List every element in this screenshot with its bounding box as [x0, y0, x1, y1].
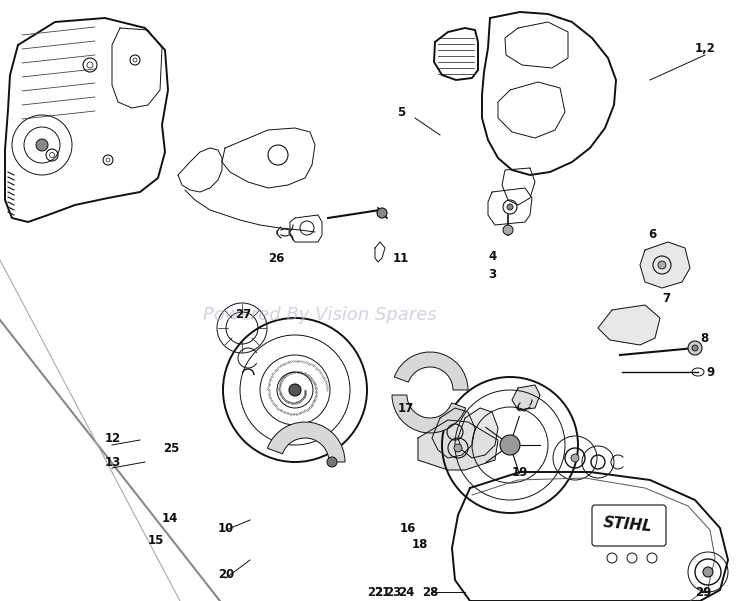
Circle shape	[500, 435, 520, 455]
Text: 19: 19	[512, 466, 528, 478]
Text: 16: 16	[400, 522, 416, 534]
Polygon shape	[432, 408, 475, 458]
Text: 25: 25	[163, 442, 179, 454]
Text: 14: 14	[162, 511, 178, 525]
Text: 20: 20	[218, 569, 234, 582]
Text: 21: 21	[374, 585, 390, 599]
Circle shape	[658, 261, 666, 269]
Text: 9: 9	[706, 365, 714, 379]
Text: 28: 28	[422, 585, 438, 599]
Text: STIHL: STIHL	[603, 516, 653, 535]
Circle shape	[503, 225, 513, 235]
Circle shape	[507, 204, 513, 210]
Text: Powered By Vision Spares: Powered By Vision Spares	[203, 306, 436, 324]
Polygon shape	[640, 242, 690, 288]
Text: 18: 18	[412, 538, 428, 552]
Circle shape	[703, 567, 713, 577]
Text: 15: 15	[148, 534, 164, 546]
Circle shape	[692, 345, 698, 351]
Circle shape	[377, 208, 387, 218]
Circle shape	[688, 341, 702, 355]
Text: 10: 10	[218, 522, 234, 534]
Text: 7: 7	[662, 291, 670, 305]
Text: 11: 11	[393, 251, 410, 264]
Text: 23: 23	[385, 585, 401, 599]
Circle shape	[289, 384, 301, 396]
Text: 26: 26	[268, 251, 284, 264]
Text: 5: 5	[397, 106, 405, 118]
Polygon shape	[418, 420, 498, 470]
Circle shape	[454, 444, 462, 452]
Text: 29: 29	[695, 585, 711, 599]
Text: 22: 22	[367, 585, 383, 599]
Circle shape	[571, 454, 579, 462]
Text: 8: 8	[700, 332, 708, 344]
Text: 3: 3	[488, 269, 496, 281]
Wedge shape	[392, 395, 466, 433]
Text: 6: 6	[648, 228, 656, 242]
Text: 4: 4	[488, 249, 496, 263]
Polygon shape	[512, 385, 540, 410]
Circle shape	[327, 457, 337, 467]
Wedge shape	[268, 422, 345, 462]
Text: 24: 24	[398, 585, 414, 599]
Circle shape	[36, 139, 48, 151]
Text: 12: 12	[105, 432, 122, 445]
Text: 27: 27	[235, 308, 251, 322]
Polygon shape	[458, 408, 498, 458]
Text: 13: 13	[105, 456, 122, 469]
Text: 1,2: 1,2	[695, 41, 715, 55]
Text: 17: 17	[398, 401, 414, 415]
Polygon shape	[598, 305, 660, 345]
Wedge shape	[394, 352, 468, 390]
